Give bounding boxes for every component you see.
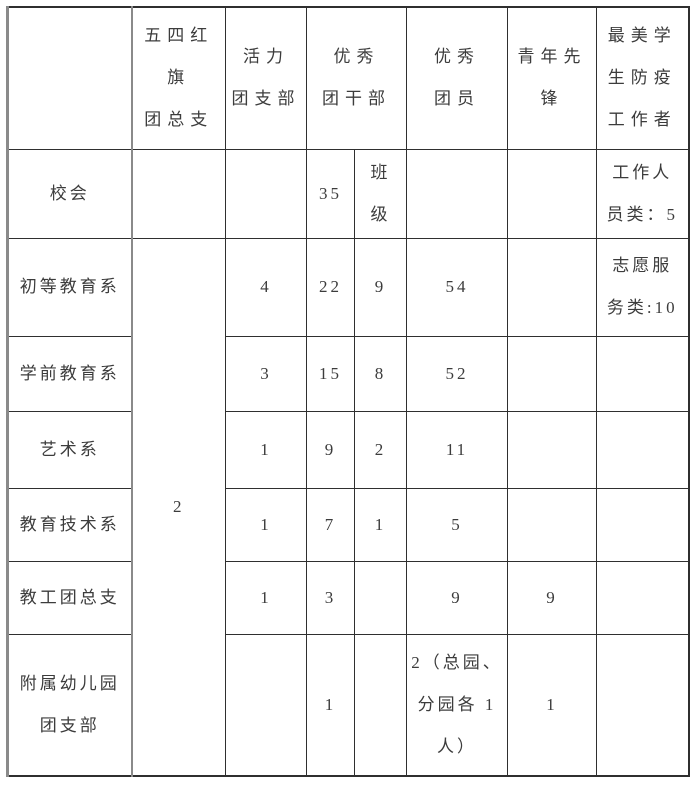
table-cell (225, 148, 307, 239)
row-label: 艺术系 (7, 410, 133, 489)
table-row: 初等教育系 2 4 22 9 54 志愿服 务类:10 (7, 237, 689, 777)
table-cell (596, 335, 689, 412)
corner-cell (7, 6, 133, 150)
table-cell: 1 (225, 487, 307, 562)
row-label: 附属幼儿园 团支部 (7, 633, 133, 777)
table-cell: 志愿服 务类:10 (596, 237, 689, 337)
table-cell (596, 560, 689, 635)
table-cell (225, 633, 307, 777)
table-cell: 4 (225, 237, 307, 337)
table-cell: 3 (225, 335, 307, 412)
table-cell: 54 (406, 237, 508, 337)
table-cell (596, 487, 689, 562)
row-label: 初等教育系 (7, 237, 133, 337)
row-label: 学前教育系 (7, 335, 133, 412)
table-cell: 2（总园、 分园各 1 人） (406, 633, 508, 777)
table-row: 校会 35 班 级 工作人 员类：5 (7, 148, 689, 239)
table-cell (354, 633, 407, 777)
table-cell (406, 148, 508, 239)
table-cell: 工作人 员类：5 (596, 148, 689, 239)
column-header-zuimei-fangyi: 最美学 生防疫 工作者 (596, 6, 689, 150)
table-cell (507, 237, 597, 337)
table-cell: 2 (354, 410, 407, 489)
table-cell (131, 148, 226, 239)
table-cell: 9 (354, 237, 407, 337)
table-cell (596, 410, 689, 489)
table-cell: 15 (306, 335, 355, 412)
table-cell (507, 335, 597, 412)
row-label: 教育技术系 (7, 487, 133, 562)
table-row: 附属幼儿园 团支部 1 2（总园、 分园各 1 人） 1 (7, 633, 689, 777)
table-cell (507, 487, 597, 562)
award-statistics-table: 五四红 旗 团总支 活力 团支部 优秀 团干部 优秀 团员 青年先 锋 最美学 … (6, 6, 690, 777)
row-label: 教工团总支 (7, 560, 133, 635)
table-cell: 1 (507, 633, 597, 777)
column-header-youxiu-tuanyuan: 优秀 团员 (406, 6, 508, 150)
table-cell: 9 (406, 560, 508, 635)
table-cell (354, 560, 407, 635)
column-header-huoli-tuanzhibu: 活力 团支部 (225, 6, 307, 150)
column-header-wusi-hongqi: 五四红 旗 团总支 (131, 6, 226, 150)
table-cell: 11 (406, 410, 508, 489)
table-cell (596, 633, 689, 777)
table-cell: 22 (306, 237, 355, 337)
table-cell: 9 (306, 410, 355, 489)
table-row: 教工团总支 1 3 9 9 (7, 560, 689, 635)
table-cell (507, 410, 597, 489)
table-row: 艺术系 1 9 2 11 (7, 410, 689, 489)
table-cell: 3 (306, 560, 355, 635)
table-cell (507, 148, 597, 239)
table-row: 教育技术系 1 7 1 5 (7, 487, 689, 562)
column-header-youxiu-tuanganbu: 优秀 团干部 (306, 6, 407, 150)
table-row: 学前教育系 3 15 8 52 (7, 335, 689, 412)
table-cell: 1 (354, 487, 407, 562)
column-header-qingnian-xianfeng: 青年先 锋 (507, 6, 597, 150)
table-cell: 5 (406, 487, 508, 562)
table-cell: 9 (507, 560, 597, 635)
header-row: 五四红 旗 团总支 活力 团支部 优秀 团干部 优秀 团员 青年先 锋 最美学 … (7, 6, 689, 150)
table-cell: 52 (406, 335, 508, 412)
table-cell: 班 级 (354, 148, 407, 239)
table-cell: 8 (354, 335, 407, 412)
table-cell: 1 (225, 410, 307, 489)
table-cell: 35 (306, 148, 355, 239)
merged-cell-wusi-value: 2 (131, 237, 226, 777)
table-cell: 7 (306, 487, 355, 562)
row-label: 校会 (7, 148, 133, 239)
table-cell: 1 (306, 633, 355, 777)
table-cell: 1 (225, 560, 307, 635)
